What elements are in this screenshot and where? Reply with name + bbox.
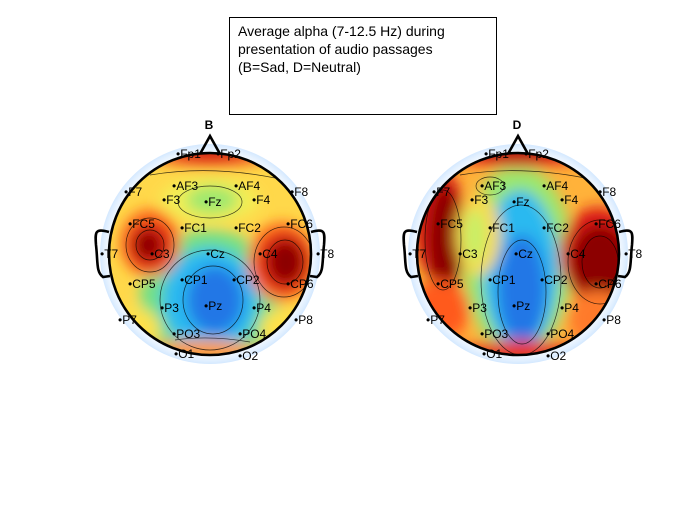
electrode-p3: •P3 — [160, 301, 179, 315]
electrode-f8: •F8 — [598, 185, 617, 199]
electrode-p8: •P8 — [294, 313, 313, 327]
electrode-pz: •Pz — [512, 299, 530, 313]
electrode-cp1: •CP1 — [180, 273, 208, 287]
electrode-c3: •C3 — [458, 247, 478, 261]
electrode-p4: •P4 — [560, 301, 579, 315]
electrode-fc1: •FC1 — [488, 221, 515, 235]
electrode-t8: •T8 — [316, 247, 335, 261]
electrode-fc2: •FC2 — [542, 221, 569, 235]
legend-box: Average alpha (7-12.5 Hz) during present… — [229, 17, 497, 115]
electrode-p7: •P7 — [118, 313, 137, 327]
electrode-cp1: •CP1 — [488, 273, 516, 287]
electrode-p4: •P4 — [252, 301, 271, 315]
electrode-t7: •T7 — [100, 247, 119, 261]
electrode-fz: •Fz — [512, 195, 530, 209]
electrode-cp6: •CP6 — [286, 277, 314, 291]
electrode-po4: •PO4 — [238, 327, 267, 341]
electrode-po3: •PO3 — [480, 327, 509, 341]
right-ear-icon — [309, 229, 326, 279]
electrode-c4: •C4 — [258, 247, 278, 261]
electrode-f8: •F8 — [290, 185, 309, 199]
electrode-cz: •Cz — [514, 247, 533, 261]
electrode-p8: •P8 — [602, 313, 621, 327]
nose-icon — [506, 133, 530, 155]
electrode-t7: •T7 — [408, 247, 427, 261]
electrode-fc6: •FC6 — [594, 217, 621, 231]
electrode-fp1: •Fp1 — [176, 147, 201, 161]
electrode-f7: •F7 — [124, 185, 143, 199]
electrode-cp5: •CP5 — [128, 277, 156, 291]
electrode-labels-b: •Fp1 •Fp2 •F7 •F8 •AF3 •AF4 •F3 •Fz •F4 •FC5 •FC6 •… — [100, 147, 335, 363]
electrode-af4: •AF4 — [542, 179, 569, 193]
electrode-p7: •P7 — [426, 313, 445, 327]
electrode-pz: •Pz — [204, 299, 222, 313]
electrode-fp2: •Fp2 — [216, 147, 241, 161]
electrode-c4: •C4 — [566, 247, 586, 261]
head-outline — [107, 151, 313, 357]
electrode-af3: •AF3 — [480, 179, 507, 193]
electrode-po4: •PO4 — [546, 327, 575, 341]
electrode-f4: •F4 — [560, 193, 579, 207]
electrode-o1: •O1 — [482, 347, 503, 361]
electrode-f4: •F4 — [252, 193, 271, 207]
electrode-o2: •O2 — [238, 349, 259, 363]
electrode-af3: •AF3 — [172, 179, 199, 193]
electrode-t8: •T8 — [624, 247, 643, 261]
legend-line-1: Average alpha (7-12.5 Hz) during — [238, 23, 445, 39]
electrode-po3: •PO3 — [172, 327, 201, 341]
scalp-map-d — [417, 153, 619, 355]
electrode-cp2: •CP2 — [232, 273, 260, 287]
electrode-fc5: •FC5 — [128, 217, 155, 231]
electrode-o2: •O2 — [546, 349, 567, 363]
scalp-map-b — [109, 153, 311, 355]
legend-line-2: presentation of audio passages — [238, 41, 433, 57]
electrode-fp2: •Fp2 — [524, 147, 549, 161]
legend-line-3: (B=Sad, D=Neutral) — [238, 59, 361, 75]
electrode-cp2: •CP2 — [540, 273, 568, 287]
head-outline — [415, 151, 621, 357]
electrode-fc1: •FC1 — [180, 221, 207, 235]
electrode-af4: •AF4 — [234, 179, 261, 193]
right-ear-icon — [617, 229, 634, 279]
left-ear-icon — [94, 229, 111, 279]
electrode-cz: •Cz — [206, 247, 225, 261]
electrode-fc6: •FC6 — [286, 217, 313, 231]
electrode-cp5: •CP5 — [436, 277, 464, 291]
electrode-fz: •Fz — [204, 195, 222, 209]
electrode-f3: •F3 — [470, 193, 489, 207]
panel-label-d: D — [513, 118, 522, 132]
electrode-labels-d: •Fp1 •Fp2 •F7 •F8 •AF3 •AF4 •F3 •Fz •F4 •FC5 •FC6 •… — [408, 147, 643, 363]
electrode-o1: •O1 — [174, 347, 195, 361]
electrode-fc5: •FC5 — [436, 217, 463, 231]
left-ear-icon — [402, 229, 419, 279]
nose-icon — [198, 133, 222, 155]
electrode-f3: •F3 — [162, 193, 181, 207]
electrode-c3: •C3 — [150, 247, 170, 261]
topoplot-neutral: D •Fp1 •Fp2 •F7 •F8 •AF3 •AF4 •F3 •Fz •F4 •FC5 •FC… — [402, 118, 643, 364]
electrode-f7: •F7 — [432, 185, 451, 199]
electrode-p3: •P3 — [468, 301, 487, 315]
topoplot-sad: B •Fp1 •Fp2 •F7 •F8 •AF3 •AF4 •F3 •Fz •F4 •FC5 •FC… — [94, 118, 335, 364]
electrode-cp6: •CP6 — [594, 277, 622, 291]
electrode-fc2: •FC2 — [234, 221, 261, 235]
panel-label-b: B — [205, 118, 214, 132]
electrode-fp1: •Fp1 — [484, 147, 509, 161]
